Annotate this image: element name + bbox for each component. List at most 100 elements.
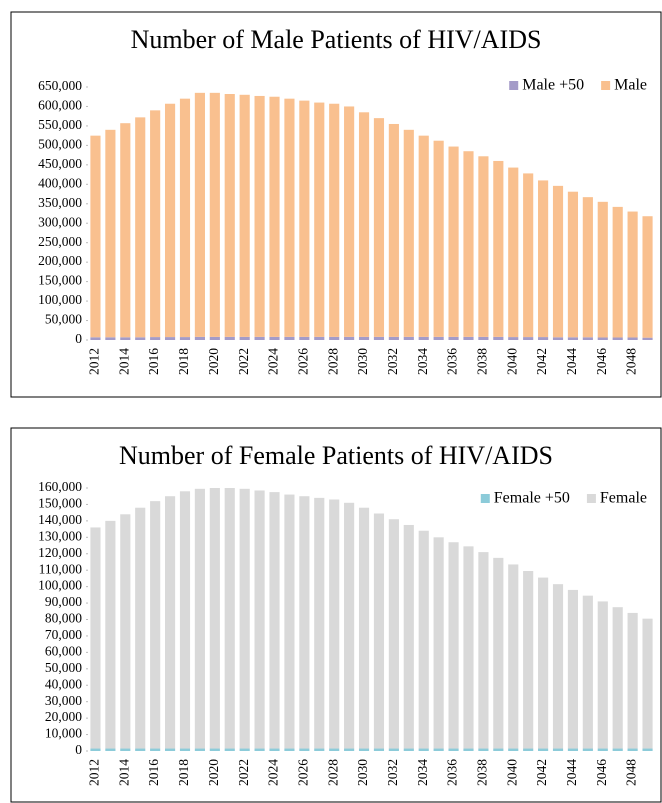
y-tick-label: 600,000: [38, 98, 82, 113]
bar-segment: [135, 748, 146, 751]
bar-segment: [90, 748, 101, 751]
bar-segment: [642, 618, 653, 749]
legend-label: Male: [614, 77, 647, 94]
bar-segment: [135, 337, 146, 340]
bar-segment: [179, 491, 191, 749]
bar-segment: [105, 748, 116, 751]
bar-segment: [344, 336, 355, 340]
bar-segment: [388, 748, 399, 751]
bar-segment: [448, 542, 459, 749]
bar-segment: [314, 336, 325, 340]
bar-segment: [433, 537, 444, 749]
bar-segment: [373, 118, 385, 337]
bar-segment: [597, 337, 608, 340]
bar-segment: [567, 589, 579, 749]
bar-segment: [239, 748, 250, 751]
bar-segment: [239, 94, 250, 337]
bar-segment: [105, 337, 116, 340]
bar-segment: [597, 601, 608, 749]
y-tick-label: 130,000: [38, 528, 82, 543]
y-tick-label: 650,000: [38, 78, 82, 93]
bar-segment: [403, 748, 414, 751]
bar-segment: [105, 129, 116, 338]
x-tick-label: 2016: [146, 348, 161, 375]
bar-segment: [508, 167, 519, 338]
bar-segment: [403, 524, 414, 749]
chart-title: Number of Female Patients of HIV/AIDS: [119, 441, 553, 470]
bar-segment: [358, 507, 370, 749]
bar-segment: [418, 336, 429, 340]
bar-segment: [254, 748, 265, 751]
bar-segment: [120, 337, 131, 340]
bar-segment: [90, 337, 101, 340]
bar-segment: [612, 337, 623, 340]
bar-segment: [344, 106, 355, 337]
bar-segment: [120, 748, 131, 751]
bar-segment: [224, 94, 235, 337]
bar-segment: [493, 336, 504, 340]
y-tick-label: 100,000: [38, 292, 82, 307]
bar-segment: [254, 336, 265, 340]
bar-segment: [105, 520, 116, 749]
legend-label: Female +50: [494, 490, 570, 507]
bar-segment: [120, 514, 131, 749]
bar-segment: [388, 336, 399, 340]
bar-segment: [627, 211, 638, 338]
bar-segment: [552, 185, 564, 338]
bar-segment: [463, 546, 474, 749]
bar-segment: [314, 497, 325, 749]
bar-segment: [493, 748, 504, 751]
bar-segment: [612, 206, 623, 338]
bar-segment: [582, 337, 593, 340]
legend-label: Female: [600, 490, 647, 507]
bar-segment: [329, 103, 340, 337]
bar-segment: [552, 748, 564, 751]
y-tick-label: 150,000: [38, 496, 82, 511]
x-tick-label: 2046: [594, 348, 609, 375]
bar-segment: [179, 748, 191, 751]
bar-segment: [179, 98, 191, 338]
bar-segment: [627, 337, 638, 340]
y-tick-label: 50,000: [45, 660, 82, 675]
y-tick-label: 250,000: [38, 234, 82, 249]
x-tick-label: 2030: [355, 759, 370, 786]
x-tick-label: 2024: [266, 759, 281, 786]
bar-segment: [612, 607, 623, 749]
bar-segment: [403, 336, 414, 340]
bar-segment: [523, 337, 534, 340]
bar-segment: [150, 748, 161, 751]
bar-segment: [567, 748, 579, 751]
bar-segment: [224, 336, 235, 340]
x-tick-label: 2042: [534, 348, 549, 375]
bar-segment: [388, 123, 399, 337]
x-tick-label: 2024: [266, 348, 281, 375]
bar-segment: [120, 123, 131, 338]
bar-segment: [358, 112, 370, 337]
bar-segment: [478, 336, 489, 340]
bar-segment: [164, 103, 176, 338]
bar-segment: [463, 748, 474, 751]
bar-segment: [344, 502, 355, 749]
bar-segment: [388, 519, 399, 749]
bar-segment: [209, 336, 220, 340]
bar-segment: [433, 140, 444, 337]
bar-segment: [269, 96, 280, 337]
x-tick-label: 2044: [564, 348, 579, 375]
bar-segment: [478, 156, 489, 337]
x-tick-label: 2022: [236, 759, 251, 786]
bar-segment: [373, 336, 385, 340]
bar-segment: [478, 748, 489, 751]
y-tick-label: 50,000: [45, 312, 82, 327]
x-tick-label: 2014: [116, 759, 131, 786]
bar-segment: [612, 748, 623, 751]
bar-segment: [597, 748, 608, 751]
bar-segment: [508, 748, 519, 751]
x-tick-label: 2012: [87, 759, 102, 786]
bar-segment: [538, 337, 549, 340]
bar-segment: [642, 337, 653, 340]
y-tick-label: 20,000: [45, 709, 82, 724]
bar-segment: [269, 748, 280, 751]
x-tick-label: 2026: [295, 759, 310, 786]
x-tick-label: 2038: [475, 348, 490, 375]
